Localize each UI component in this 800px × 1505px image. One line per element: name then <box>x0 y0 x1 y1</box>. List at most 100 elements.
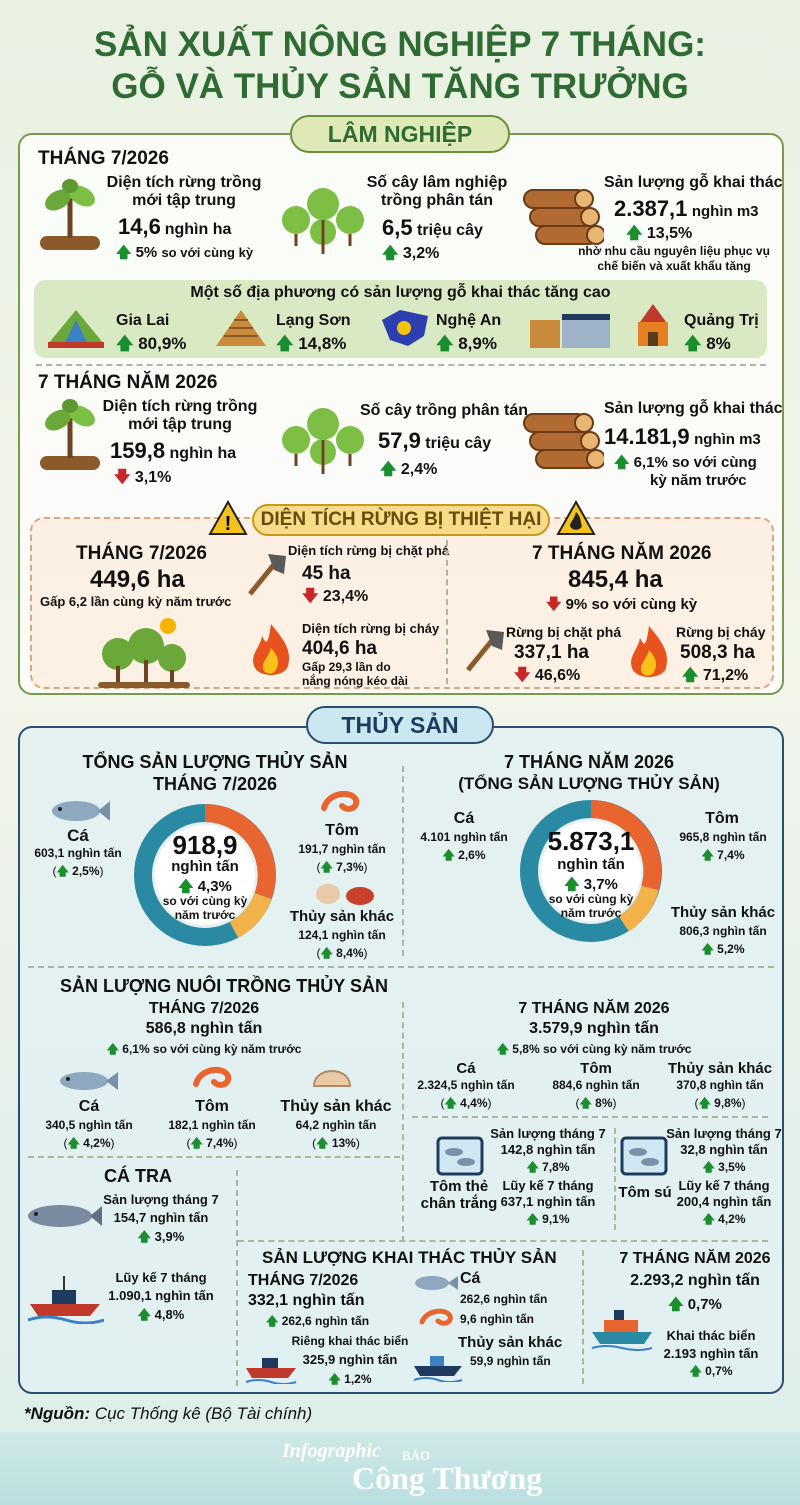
total-y7-heading1: 7 THÁNG NĂM 2026 <box>503 752 675 772</box>
forestry-m7-b-label: Số cây lâm nghiệp trồng phân tán <box>366 174 508 209</box>
nuoi-m7-ca-change: 4,2% <box>83 1136 111 1150</box>
total-y7-khac-change: 5,2% <box>717 942 745 956</box>
total-m7-note: so với cùng kỳ năm trước <box>162 894 248 922</box>
forestry-y7-heading: 7 THÁNG NĂM 2026 <box>38 372 218 393</box>
gialai-landmark-icon <box>48 310 104 348</box>
forestry-y7-c-note1: so với cùng <box>671 454 757 471</box>
arrow-up-icon: 🡅 <box>682 667 699 684</box>
divider <box>36 364 766 366</box>
total-y7-tom-value: 965,8 nghìn tấn <box>679 830 767 844</box>
footer-band <box>0 1432 800 1505</box>
forestry-m7-c-unit: nghìn m3 <box>691 203 759 220</box>
nuoi-m7-tom-label: Tôm <box>195 1098 229 1115</box>
thechan-c-label: Lũy kế 7 tháng <box>502 1178 594 1193</box>
damage-m7-heading: THÁNG 7/2026 <box>76 543 207 564</box>
arrow-up-icon: 🡅 <box>320 860 333 874</box>
thechan-m-label: Sản lượng tháng 7 <box>490 1126 606 1141</box>
axe-icon <box>248 554 286 596</box>
catra-m-change: 3,9% <box>154 1229 185 1244</box>
province-2-value: 8,9% <box>458 334 497 353</box>
damage-m7-note: Gấp 6,2 lần cùng kỳ năm trước <box>40 594 232 609</box>
forestry-y7-c-note2: kỳ năm trước <box>650 472 747 489</box>
total-y7-ring <box>520 800 662 942</box>
arrow-up-icon: 🡅 <box>701 942 714 956</box>
brand-infographic: Infographic <box>282 1440 381 1462</box>
forestry-y7-c-change: 6,1% <box>633 454 668 471</box>
arrow-up-icon: 🡅 <box>698 1096 711 1110</box>
total-m7-tom-change: 7,3% <box>336 860 364 874</box>
arrow-up-icon: 🡅 <box>382 245 399 262</box>
damage-y7-cut-label: Rừng bị chặt phá <box>506 624 622 640</box>
khaithac-m7-ca-label: Cá <box>460 1270 481 1287</box>
forestry-m7-a-value: 14,6 <box>118 214 161 239</box>
damage-m7-cut-change: 23,4% <box>322 588 369 605</box>
divider <box>402 1002 404 1242</box>
forestry-m7-b-unit: triệu cây <box>417 222 483 239</box>
nuoi-y7-khac-label: Thủy sản khác <box>667 1060 773 1077</box>
fish-icon <box>52 801 110 821</box>
forestry-m7-heading: THÁNG 7/2026 <box>38 148 169 169</box>
source-text: Cục Thống kê (Bộ Tài chính) <box>94 1404 313 1423</box>
fire-icon <box>631 626 668 677</box>
fire-warning-icon <box>556 500 596 535</box>
nuoi-y7-ca-change: 4,4% <box>460 1096 488 1110</box>
nuoi-m7-khac-change: 13% <box>331 1136 356 1150</box>
forestry-m7-a-note: so với cùng kỳ <box>161 245 254 260</box>
total-m7-tom-label: Tôm <box>325 822 359 839</box>
khaithac-m7-change: 262,6 nghìn tấn <box>281 1314 370 1328</box>
arrow-up-icon: 🡅 <box>444 1096 457 1110</box>
province-1-value: 14,8% <box>298 334 347 353</box>
total-y7-tom-label: Tôm <box>705 810 739 827</box>
damage-y7-value: 845,4 ha <box>568 566 663 593</box>
forestry-m7-b-value: 6,5 <box>382 215 413 240</box>
arrow-up-icon: 🡅 <box>564 876 580 893</box>
damage-m7-fire-note2: nắng nóng kéo dài <box>302 674 409 688</box>
total-m7-khac-label: Thủy sản khác <box>289 908 395 925</box>
arrow-down-icon: 🡇 <box>302 588 319 605</box>
nuoi-y7-change: 5,8% so với cùng kỳ năm trước <box>512 1042 692 1056</box>
tomsu-c-change: 4,2% <box>718 1212 746 1226</box>
logs-icon <box>523 413 604 469</box>
nuoi-m7-khac-value: 64,2 nghìn tấn <box>295 1118 377 1132</box>
arrow-down-icon: 🡇 <box>514 667 531 684</box>
brand-bao: BÁO <box>402 1448 431 1463</box>
divider <box>412 1116 768 1118</box>
trees-icon <box>282 188 364 254</box>
total-m7-value: 918,9 <box>172 830 238 860</box>
thechan-c-change: 9,1% <box>542 1212 570 1226</box>
divider <box>402 766 404 956</box>
damage-y7-cut-change: 46,6% <box>534 667 581 684</box>
damage-y7-fire-label: Rừng bị cháy <box>676 624 766 640</box>
forestry-y7-c-value: 14.181,9 <box>604 424 690 449</box>
trees-icon <box>282 408 364 474</box>
forestry-m7-c-value: 2.387,1 <box>614 196 688 221</box>
khaithac-m7-ca-value2: 9,6 nghìn tấn <box>460 1312 535 1326</box>
khaithac-heading: SẢN LƯỢNG KHAI THÁC THỦY SẢN <box>262 1248 557 1267</box>
total-m7-ca-value: 603,1 nghìn tấn <box>34 846 122 860</box>
nuoi-y7-value: 3.579,9 nghìn tấn <box>529 1020 659 1037</box>
khaithac-m7-value: 332,1 nghìn tấn <box>248 1292 365 1309</box>
forestry-y7-c-unit: nghìn m3 <box>694 431 761 448</box>
arrow-up-icon: 🡅 <box>190 1136 203 1150</box>
arrow-up-icon: 🡅 <box>526 1212 539 1226</box>
arrow-up-icon: 🡅 <box>442 848 455 862</box>
nuoi-heading: SẢN LƯỢNG NUÔI TRỒNG THỦY SẢN <box>60 976 388 996</box>
arrow-up-icon: 🡅 <box>116 334 134 353</box>
catra-m-label: Sản lượng tháng 7 <box>103 1192 219 1207</box>
forestry-y7-c-label: Sản lượng gỗ khai thác <box>604 400 783 417</box>
forestry-m7-c-label: Sản lượng gỗ khai thác <box>604 174 783 191</box>
nuoi-y7-ca-value: 2.324,5 nghìn tấn <box>417 1078 515 1092</box>
total-m7-heading2: THÁNG 7/2026 <box>152 774 278 794</box>
thechan-m-change: 7,8% <box>542 1160 570 1174</box>
damage-y7-cut-value: 337,1 ha <box>514 642 589 663</box>
khaithac-m7-bien-change: 1,2% <box>344 1372 372 1386</box>
tomsu-c-value: 200,4 nghìn tấn <box>676 1194 772 1209</box>
total-m7-khac-change: 8,4% <box>336 946 364 960</box>
warning-icon: ! <box>208 500 248 535</box>
divider <box>446 540 448 684</box>
axe-icon <box>466 630 504 672</box>
tomsu-m-value: 32,8 nghìn tấn <box>680 1142 768 1157</box>
shrimp-pond-icon <box>620 1136 668 1176</box>
nuoi-m7-heading: THÁNG 7/2026 <box>148 1000 260 1017</box>
forestry-m7-b-change: 3,2% <box>402 245 440 262</box>
